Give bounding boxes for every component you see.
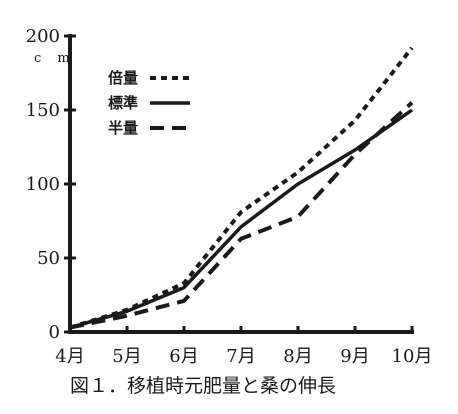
x-tick-label: 5月	[112, 346, 141, 367]
y-tick-label: 100	[26, 174, 60, 195]
x-tick-label: 8月	[283, 346, 312, 367]
series-layer	[69, 46, 414, 330]
figure-caption: 図１．移植時元肥量と桑の伸長	[70, 375, 336, 397]
x-tick-label: 9月	[340, 346, 369, 367]
y-axis: 0 50 100 150 200 c m	[26, 26, 76, 343]
legend-label: 倍量	[108, 69, 138, 87]
y-unit-label: c m	[34, 51, 76, 66]
x-tick-label: 10月	[392, 346, 433, 367]
y-tick-label: 200	[26, 26, 60, 47]
legend-label: 半量	[108, 119, 138, 137]
y-tick-label: 150	[26, 100, 60, 121]
x-tick-label: 7月	[226, 346, 255, 367]
series-line-3	[69, 101, 414, 330]
series-line-1	[69, 46, 414, 330]
legend-label: 標準	[108, 94, 138, 112]
x-tick-label: 4月	[55, 346, 84, 367]
y-tick-label: 50	[37, 248, 60, 269]
series-line-2	[69, 108, 414, 330]
x-tick-label: 6月	[169, 346, 198, 367]
y-tick-label: 0	[49, 322, 60, 343]
x-axis: 4月 5月 6月 7月 8月 9月 10月	[55, 326, 432, 367]
